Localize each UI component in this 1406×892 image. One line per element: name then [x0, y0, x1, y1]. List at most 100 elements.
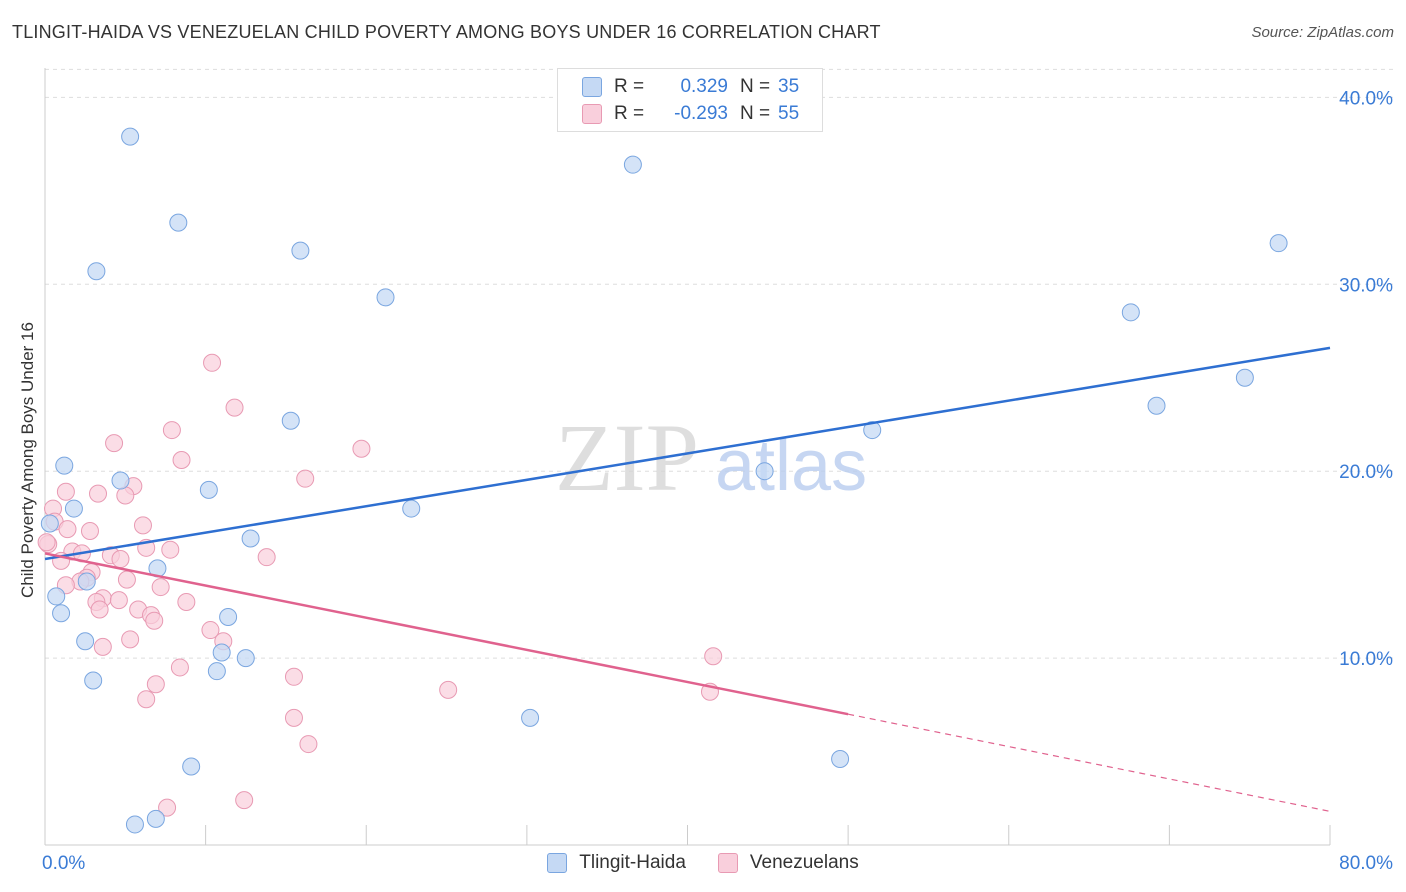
data-point-venezuelans	[105, 434, 124, 453]
data-point-tlingit-haida	[755, 462, 774, 481]
data-point-tlingit-haida	[47, 587, 66, 606]
r-label: R =	[614, 103, 645, 124]
data-point-tlingit-haida	[236, 649, 255, 668]
legend-item-venezuelans: Venezuelans	[717, 852, 859, 874]
chart-title: TLINGIT-HAIDA VS VENEZUELAN CHILD POVERT…	[12, 22, 881, 42]
r-value: -0.293	[674, 103, 728, 124]
y-tick-label: 40.0%	[1339, 88, 1393, 109]
data-point-tlingit-haida	[863, 421, 882, 440]
data-point-venezuelans	[225, 398, 244, 417]
trend-line-venezuelans-extension	[848, 713, 1331, 812]
data-point-tlingit-haida	[831, 750, 850, 769]
data-point-venezuelans	[89, 484, 108, 503]
data-point-venezuelans	[116, 486, 135, 505]
data-point-venezuelans	[158, 798, 177, 817]
trend-lines	[44, 346, 1331, 812]
data-point-tlingit-haida	[125, 815, 144, 834]
data-point-tlingit-haida	[376, 288, 395, 307]
data-point-venezuelans	[37, 533, 56, 552]
data-point-venezuelans	[146, 675, 165, 694]
legend-row-venezuelans: R = -0.293 N = 55	[582, 100, 799, 128]
data-point-tlingit-haida	[623, 155, 642, 174]
data-point-tlingit-haida	[146, 809, 165, 828]
data-point-tlingit-haida	[77, 572, 96, 591]
data-point-venezuelans	[299, 735, 318, 754]
data-point-venezuelans	[257, 548, 276, 567]
data-point-tlingit-haida	[40, 514, 59, 533]
blue-swatch	[547, 853, 568, 873]
pink-swatch	[582, 104, 602, 124]
data-point-tlingit-haida	[521, 708, 540, 727]
data-point-venezuelans	[109, 591, 128, 610]
n-label: N =	[740, 103, 771, 124]
data-point-venezuelans	[704, 647, 723, 666]
data-point-tlingit-haida	[212, 643, 231, 662]
data-point-venezuelans	[117, 570, 136, 589]
data-point-tlingit-haida	[76, 632, 95, 651]
n-label: N =	[740, 76, 771, 97]
n-value: 55	[778, 103, 800, 124]
y-tick-label: 30.0%	[1339, 275, 1393, 296]
blue-swatch	[582, 77, 602, 97]
data-point-venezuelans	[296, 469, 315, 488]
data-point-tlingit-haida	[169, 213, 188, 232]
data-point-tlingit-haida	[55, 456, 74, 475]
data-point-venezuelans	[352, 439, 371, 458]
y-tick-label: 20.0%	[1339, 462, 1393, 483]
data-point-tlingit-haida	[199, 480, 218, 499]
data-point-tlingit-haida	[241, 529, 260, 548]
pink-swatch	[717, 853, 738, 873]
data-point-venezuelans	[172, 450, 191, 469]
source-attribution: Source: ZipAtlas.com	[1251, 24, 1394, 41]
data-point-venezuelans	[161, 540, 180, 559]
data-point-tlingit-haida	[84, 671, 103, 690]
tick-labels: 10.0% 20.0% 30.0% 40.0% 0.0% 80.0%	[42, 88, 1393, 874]
data-point-venezuelans	[201, 621, 220, 640]
series-tlingit-haida	[40, 127, 1288, 834]
data-point-venezuelans	[151, 578, 170, 597]
trend-line-tlingit-haida	[44, 346, 1331, 561]
data-point-venezuelans	[111, 550, 130, 569]
data-point-venezuelans	[235, 791, 254, 810]
data-point-tlingit-haida	[1269, 234, 1288, 253]
r-label: R =	[614, 76, 645, 97]
trend-line-venezuelans	[44, 552, 849, 716]
axes	[44, 68, 1331, 846]
n-value: 35	[778, 76, 800, 97]
data-point-tlingit-haida	[1147, 396, 1166, 415]
data-point-venezuelans	[90, 600, 109, 619]
data-point-tlingit-haida	[121, 127, 140, 146]
data-point-venezuelans	[133, 516, 152, 535]
legend-item-tlingit-haida: Tlingit-Haida	[547, 852, 686, 874]
data-point-tlingit-haida	[207, 662, 226, 681]
data-point-tlingit-haida	[402, 499, 421, 518]
data-point-venezuelans	[162, 421, 181, 440]
legend-label: Venezuelans	[749, 852, 859, 873]
data-point-venezuelans	[170, 658, 189, 677]
watermark: ZIP atlas	[555, 404, 867, 511]
data-point-venezuelans	[145, 611, 164, 630]
data-point-venezuelans	[203, 353, 222, 372]
grid-lines	[45, 68, 1395, 659]
data-point-venezuelans	[177, 593, 196, 612]
watermark-atlas: atlas	[715, 426, 867, 506]
r-value: 0.329	[680, 76, 728, 97]
data-point-venezuelans	[80, 522, 99, 540]
data-point-tlingit-haida	[1121, 303, 1140, 322]
watermark-zip: ZIP	[555, 404, 699, 511]
y-axis-label: Child Poverty Among Boys Under 16	[18, 322, 37, 598]
x-tick-label: 0.0%	[42, 853, 85, 874]
data-point-venezuelans	[56, 482, 75, 501]
correlation-legend: R = 0.329 N = 35 R = -0.293 N = 55	[557, 68, 823, 132]
data-point-tlingit-haida	[64, 499, 83, 518]
data-point-tlingit-haida	[111, 471, 130, 490]
data-point-venezuelans	[121, 630, 140, 649]
legend-label: Tlingit-Haida	[579, 852, 686, 873]
data-point-venezuelans	[439, 680, 458, 699]
data-point-venezuelans	[137, 690, 156, 709]
data-point-tlingit-haida	[1235, 368, 1254, 387]
x-tick-label: 80.0%	[1339, 853, 1393, 874]
series-legend: Tlingit-Haida Venezuelans	[0, 852, 1406, 874]
data-point-venezuelans	[284, 708, 303, 727]
